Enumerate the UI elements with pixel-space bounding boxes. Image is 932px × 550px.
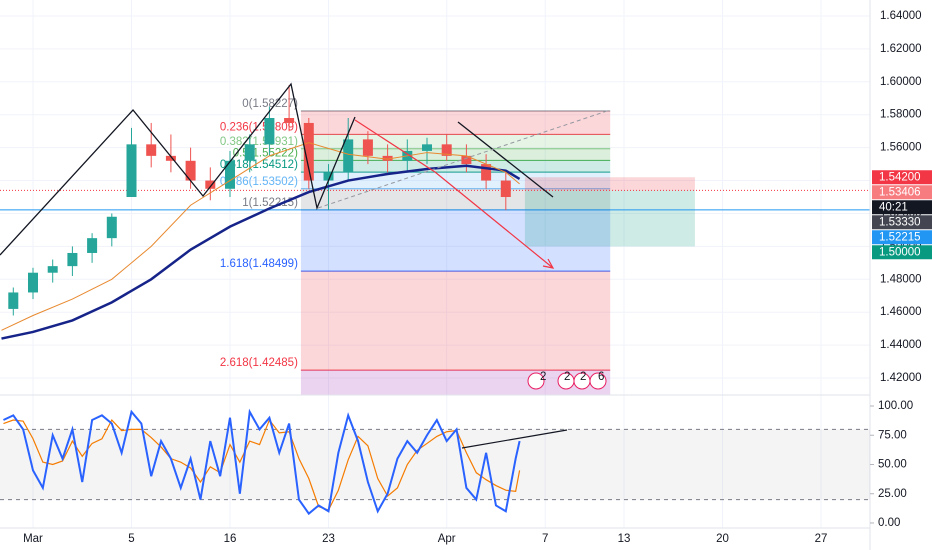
price-label-bg (872, 200, 932, 215)
stop-zone (524, 177, 695, 191)
candle-body (264, 118, 275, 145)
x-tick-label: 20 (716, 533, 729, 545)
candle-body (8, 292, 19, 309)
candle-body (47, 266, 58, 273)
candle-body (284, 118, 295, 123)
candle-body (500, 180, 511, 198)
y-tick-label: 100.00 (878, 400, 913, 412)
fib-label: 1.618(1.48499) (220, 258, 298, 270)
event-count: 2 (564, 371, 570, 383)
price-label: 1.53330 (879, 216, 921, 228)
x-tick-label: 5 (128, 533, 134, 545)
candle-body (67, 252, 78, 267)
fib-label: 0(1.58227) (242, 98, 298, 110)
fib-label: 2.618(1.42485) (220, 357, 298, 369)
candle-body (343, 139, 354, 173)
x-tick-label: 27 (815, 533, 828, 545)
price-label-bg (872, 185, 932, 200)
price-label-bg (872, 215, 932, 230)
candle-body (165, 155, 176, 161)
y-tick-label: 75.00 (878, 429, 907, 441)
price-label: 1.50000 (879, 246, 921, 258)
fib-label: 1(1.52215) (242, 197, 298, 209)
fib-label: 0.786(1.53502) (220, 176, 298, 188)
candle-body (422, 144, 433, 151)
price-label: 1.52215 (879, 231, 921, 243)
candle-body (481, 164, 492, 181)
price-label-bg (872, 230, 932, 245)
moving-average (1, 164, 521, 340)
candle-body (224, 160, 235, 189)
candle-body (106, 216, 117, 239)
arrow (354, 119, 554, 269)
candle-body (27, 272, 38, 293)
price-label: 40:21 (879, 201, 908, 213)
price-label: 1.54200 (879, 171, 921, 183)
price-plot (0, 85, 870, 340)
x-tick-label: Mar (23, 533, 43, 545)
zigzag (0, 82, 356, 256)
y-tick-label: 1.46000 (880, 306, 922, 318)
oscillator-line (3, 418, 521, 511)
candle-body (185, 160, 196, 181)
fib-retracement: 0(1.58227) 0.236(1.56809) 0.382(1.55931) 0.… (0, 0, 870, 528)
fib-zone (300, 209, 611, 272)
x-tick-label: 7 (542, 533, 548, 545)
price-label-bg (872, 245, 932, 260)
candle-body (441, 144, 452, 156)
fib-label: 0.382(1.55931) (220, 136, 298, 148)
y-tick-label: 1.60000 (880, 76, 922, 88)
event-count: 2 (580, 371, 586, 383)
candle-body (126, 144, 137, 198)
event-count: 2 (540, 371, 546, 383)
candle-body (244, 144, 255, 161)
arrow-head (542, 258, 555, 269)
moving-average (1, 142, 520, 331)
divergence-line (461, 429, 568, 449)
candle-body (87, 238, 98, 253)
fib-label: 0.618(1.54512) (220, 159, 298, 171)
oscillator-line (3, 408, 521, 516)
candle-body (362, 139, 373, 156)
fib-label: 0.236(1.56809) (220, 121, 298, 133)
candle-body (146, 144, 157, 156)
y-tick-label: 1.62000 (880, 43, 922, 55)
candle-body (303, 122, 314, 181)
y-tick-label: 1.56000 (880, 142, 922, 154)
x-tick-label: Apr (438, 533, 456, 545)
fib-zone (300, 110, 611, 135)
y-tick-label: 0.00 (878, 517, 900, 529)
band-fill (0, 429, 870, 500)
fib-zone (300, 134, 611, 149)
y-tick-label: 1.58000 (880, 109, 922, 121)
y-tick-label: 1.44000 (880, 339, 922, 351)
x-tick-label: 13 (618, 533, 631, 545)
y-tick-label: 25.00 (878, 488, 907, 500)
drawings (0, 82, 611, 449)
candle-body (382, 155, 393, 161)
price-label: 1.53406 (879, 186, 921, 198)
price-label-bg (872, 170, 932, 185)
y-tick-label: 1.48000 (880, 273, 922, 285)
event-icon (527, 372, 545, 390)
fib-zone (300, 271, 611, 371)
dashed-line (317, 109, 611, 209)
candle-body (205, 180, 216, 189)
y-tick-label: 50.00 (878, 459, 907, 471)
y-tick-label: 1.42000 (880, 372, 922, 384)
target-zone (524, 190, 695, 247)
candle-body (461, 155, 472, 165)
trend-line (457, 121, 554, 198)
event-count: 6 (598, 371, 604, 383)
event-icon (589, 372, 607, 390)
candle-body (323, 172, 334, 181)
events: 2 2 2 6 (527, 371, 607, 390)
x-tick-label: 23 (322, 533, 335, 545)
fib-zone (300, 188, 611, 210)
y-tick-label: 1.64000 (880, 10, 922, 22)
x-tick-label: 16 (224, 533, 237, 545)
